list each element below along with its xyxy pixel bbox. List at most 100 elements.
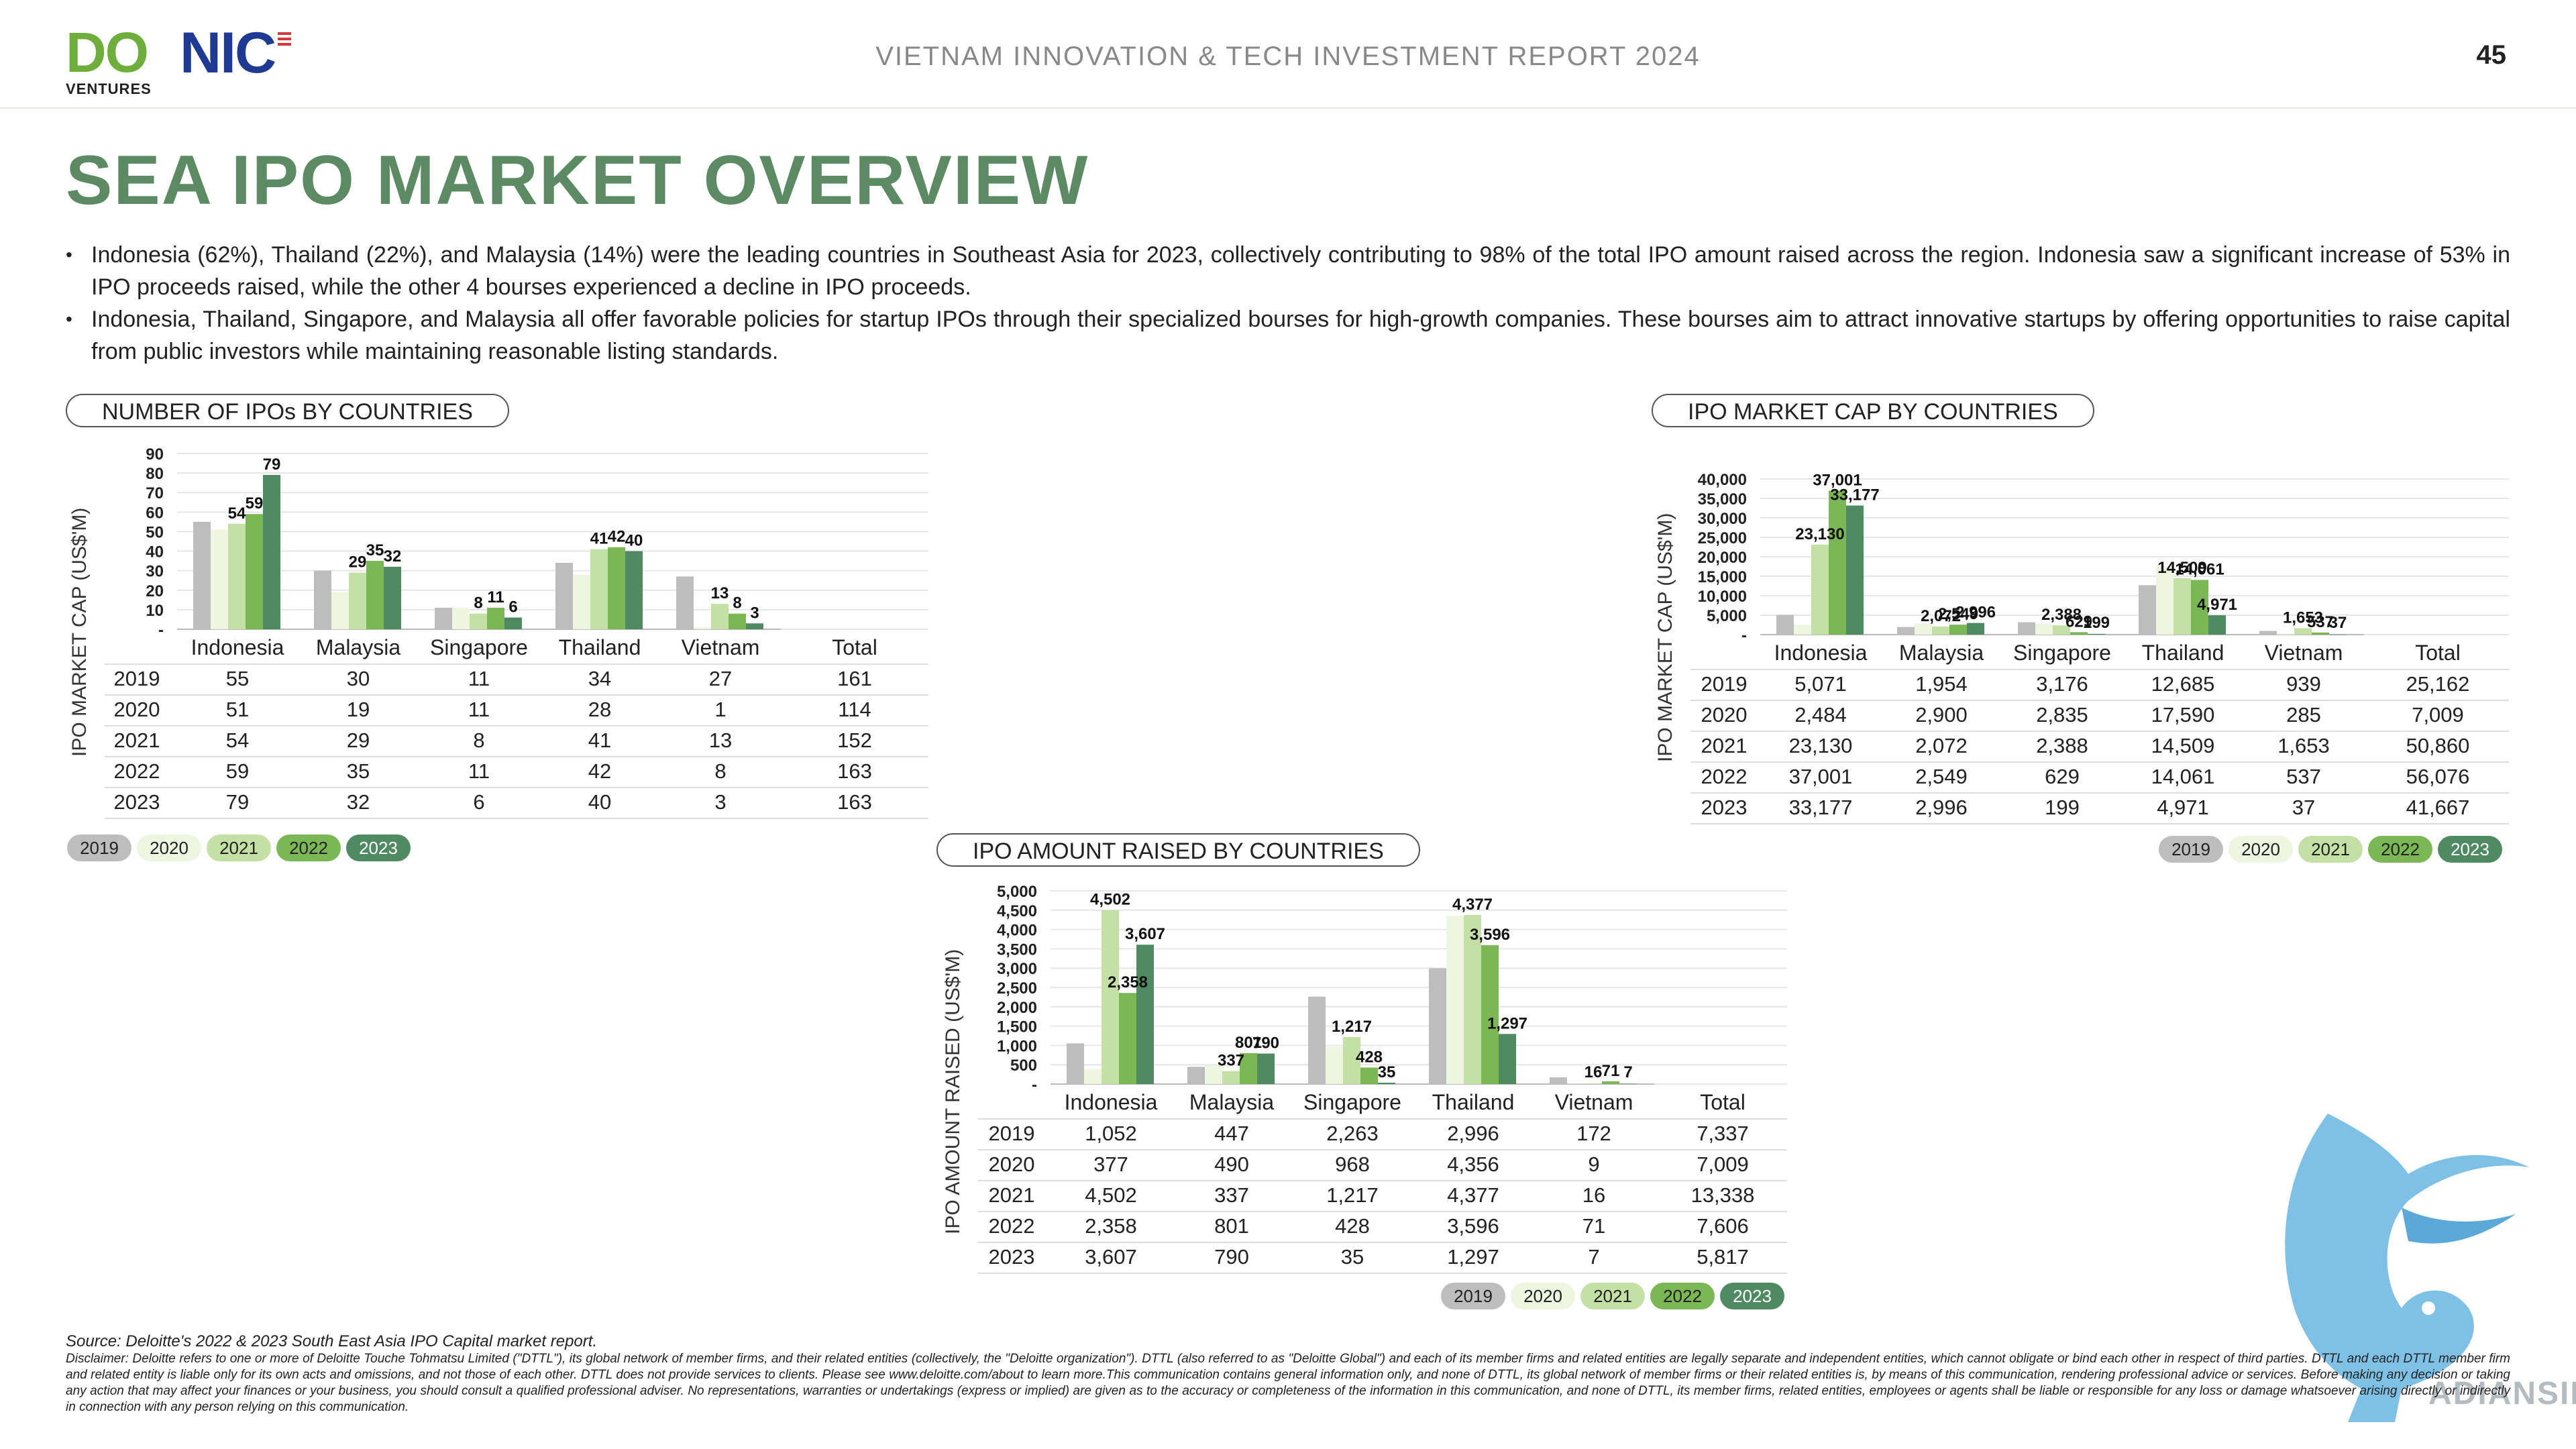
bar-malaysia-2022	[366, 561, 384, 629]
bar-thailand-2021	[590, 549, 608, 629]
data-label: 71	[1602, 1062, 1620, 1080]
bar-singapore-2020	[452, 607, 470, 629]
data-label: 1,297	[1487, 1014, 1527, 1032]
legend-item-2020: 2020	[137, 835, 201, 861]
table-row-year: 2020	[989, 1152, 1035, 1176]
bar-indonesia-2023	[1846, 505, 1864, 635]
table-cell: 4,356	[1447, 1152, 1499, 1176]
table-cell: 3,176	[2036, 672, 2088, 696]
table-cell-total: 25,162	[2406, 672, 2470, 696]
y-tick-label: 500	[1010, 1057, 1037, 1075]
table-cell: 42	[588, 759, 611, 783]
ventures-wordmark: VENTURES	[66, 80, 152, 97]
data-label: 7	[1623, 1063, 1632, 1081]
bar-thailand-2019	[1429, 968, 1446, 1084]
table-cell: 199	[2045, 796, 2080, 819]
y-tick-label: -	[158, 621, 164, 639]
y-tick-label: 5,000	[997, 883, 1037, 901]
y-tick-label: 1,000	[997, 1037, 1037, 1055]
data-label: 2,072	[1921, 607, 1961, 625]
table-cell: 3,607	[1085, 1245, 1137, 1269]
table-cell: 71	[1582, 1214, 1605, 1238]
data-label: 16	[1585, 1063, 1603, 1081]
legend-item-2023: 2023	[1720, 1283, 1784, 1309]
bar-vietnam-2022	[2312, 632, 2329, 635]
bar-thailand-2021	[2174, 578, 2191, 635]
legend-item-2023: 2023	[346, 835, 411, 861]
table-row-year: 2022	[114, 759, 160, 783]
bar-malaysia-2020	[331, 592, 349, 629]
bullet-point: Indonesia (62%), Thailand (22%), and Mal…	[66, 239, 2510, 303]
bar-malaysia-2022	[1240, 1053, 1257, 1084]
table-cell: 33,177	[1789, 796, 1853, 819]
data-label: 2,996	[1955, 604, 1996, 622]
table-cell: 428	[1335, 1214, 1370, 1238]
y-tick-label: 20	[146, 582, 164, 600]
bar-indonesia-2020	[1794, 625, 1811, 635]
y-tick-label: 90	[146, 445, 164, 464]
table-cell-total: 50,860	[2406, 734, 2470, 757]
total-column-header: Total	[2415, 641, 2461, 665]
table-cell: 32	[347, 790, 370, 814]
table-cell: 14,061	[2151, 765, 2215, 788]
y-tick-label: 30,000	[1698, 510, 1747, 528]
y-tick-label: 70	[146, 484, 164, 502]
ipo-count-title: NUMBER OF IPOs BY COUNTRIES	[66, 394, 509, 427]
category-label-thailand: Thailand	[559, 635, 641, 659]
y-tick-label: 40,000	[1698, 471, 1747, 489]
table-cell: 629	[2045, 765, 2080, 788]
y-tick-label: 80	[146, 465, 164, 483]
table-cell: 2,549	[1915, 765, 1968, 788]
table-cell: 490	[1214, 1152, 1249, 1176]
bar-vietnam-2019	[676, 576, 694, 629]
category-label-indonesia: Indonesia	[1065, 1090, 1158, 1114]
table-cell: 1	[714, 698, 726, 721]
bar-indonesia-2019	[1776, 614, 1794, 635]
y-tick-label: 5,000	[1707, 607, 1747, 625]
bar-thailand-2023	[1499, 1034, 1516, 1084]
table-cell: 14,509	[2151, 734, 2215, 757]
bar-malaysia-2023	[1967, 623, 1984, 635]
table-cell: 8	[473, 729, 484, 752]
legend-item-2021: 2021	[207, 835, 271, 861]
bar-singapore-2020	[1326, 1046, 1343, 1084]
bar-singapore-2022	[487, 607, 504, 629]
table-cell: 12,685	[2151, 672, 2215, 696]
data-label: 13	[711, 584, 729, 602]
data-label: 79	[263, 455, 281, 474]
table-cell: 939	[2286, 672, 2321, 696]
bar-indonesia-2021	[1811, 544, 1829, 635]
table-cell: 34	[588, 667, 611, 690]
table-row-year: 2019	[1701, 672, 1748, 696]
y-tick-label: 2,000	[997, 999, 1037, 1017]
data-label: 6	[508, 598, 517, 616]
nic-wordmark: NIC	[180, 21, 276, 85]
data-label: 29	[349, 553, 367, 572]
bar-thailand-2023	[2208, 615, 2226, 635]
bar-vietnam-2023	[1619, 1083, 1637, 1085]
data-label: 428	[1356, 1048, 1383, 1066]
data-label: 54	[228, 504, 246, 523]
table-cell: 968	[1335, 1152, 1370, 1176]
bar-vietnam-2019	[2259, 631, 2277, 635]
category-label-malaysia: Malaysia	[316, 635, 400, 659]
y-tick-label: 2,500	[997, 979, 1037, 998]
data-label: 32	[384, 547, 402, 566]
table-row-year: 2021	[1701, 734, 1748, 757]
bar-thailand-2020	[2156, 566, 2174, 635]
table-cell: 55	[226, 667, 249, 690]
data-label: 3,596	[1470, 926, 1510, 944]
total-column-header: Total	[832, 635, 877, 659]
do-logo-mark: DO	[66, 21, 149, 84]
data-label: 23,130	[1795, 525, 1844, 543]
bar-indonesia-2021	[1102, 910, 1119, 1084]
table-cell: 790	[1214, 1245, 1249, 1269]
table-cell-total: 114	[838, 698, 871, 721]
legend-item-2022: 2022	[2368, 836, 2432, 863]
bar-thailand-2020	[573, 574, 590, 629]
data-label: 14,061	[2175, 560, 2224, 578]
data-label: 8	[733, 594, 741, 612]
table-cell: 1,217	[1326, 1183, 1379, 1207]
table-cell: 2,072	[1915, 734, 1968, 757]
